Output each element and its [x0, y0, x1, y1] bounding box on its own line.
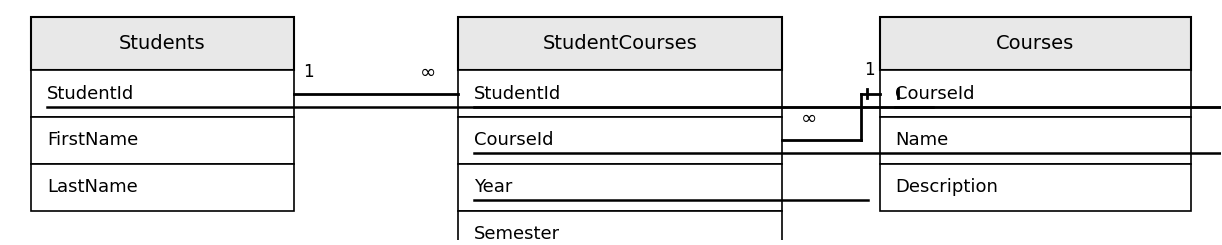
Text: Name: Name — [896, 131, 948, 149]
Bar — [458, 164, 782, 210]
Bar — [32, 17, 293, 70]
Text: ∞: ∞ — [800, 109, 816, 128]
Text: 1: 1 — [303, 63, 314, 81]
Bar — [880, 17, 1190, 70]
Text: CourseId: CourseId — [474, 131, 554, 149]
Bar — [32, 117, 293, 164]
Text: StudentId: StudentId — [474, 85, 562, 103]
Text: ∞: ∞ — [420, 62, 436, 82]
Text: Semester: Semester — [474, 225, 561, 243]
Text: 1: 1 — [864, 61, 875, 79]
Bar — [32, 70, 293, 117]
Text: StudentCourses: StudentCourses — [543, 34, 698, 53]
Text: Year: Year — [474, 178, 513, 196]
Bar — [458, 17, 782, 70]
Text: StudentId: StudentId — [48, 85, 134, 103]
Text: Description: Description — [896, 178, 998, 196]
Bar — [458, 210, 782, 245]
Text: Courses: Courses — [996, 34, 1074, 53]
Text: CourseId: CourseId — [896, 85, 975, 103]
Bar — [880, 164, 1190, 210]
Bar — [880, 70, 1190, 117]
Bar — [458, 70, 782, 117]
Text: LastName: LastName — [48, 178, 138, 196]
Bar — [458, 117, 782, 164]
Text: FirstName: FirstName — [48, 131, 138, 149]
Bar — [880, 117, 1190, 164]
Bar — [32, 164, 293, 210]
Text: Students: Students — [119, 34, 205, 53]
